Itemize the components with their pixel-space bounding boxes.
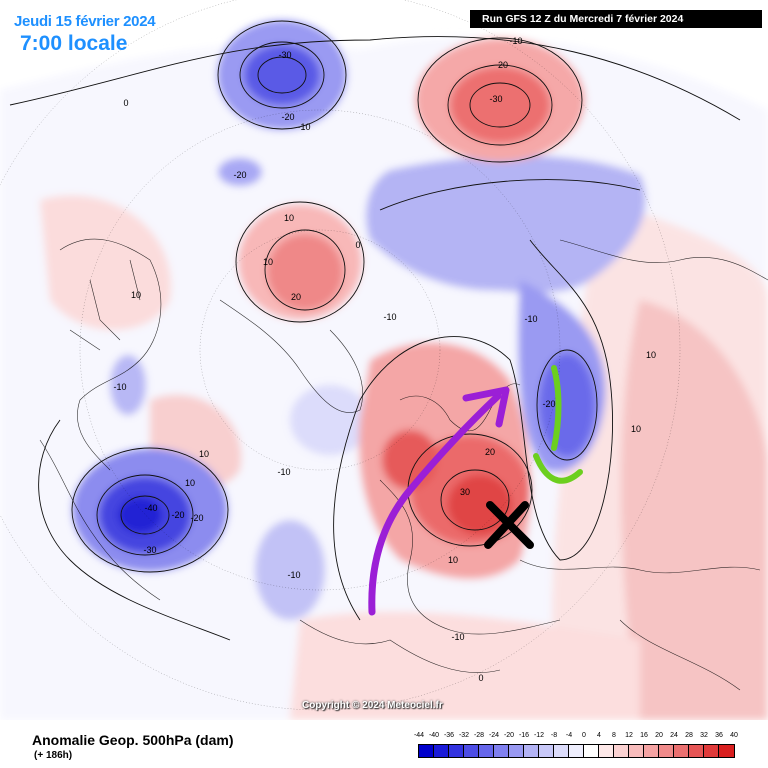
contour-label: -40	[144, 503, 157, 513]
color-scale-swatch	[644, 745, 659, 757]
contour-label: -10	[113, 382, 126, 392]
color-scale-label: 20	[655, 732, 663, 739]
trough-outline	[533, 365, 583, 484]
contour-label: 20	[485, 447, 495, 457]
hand-annotations	[368, 365, 583, 616]
contour-lines	[9, 20, 741, 641]
color-scale-label: -12	[533, 732, 545, 739]
color-scale-label: 32	[700, 732, 708, 739]
color-scale-swatch	[704, 745, 719, 757]
color-scale: -44 -40 -36 -32 -28 -24 -20 -16 -12 -8 -4 0 4 8 12 16 20…	[414, 732, 756, 764]
color-scale-swatch	[539, 745, 554, 757]
color-scale-swatch	[494, 745, 509, 757]
ridge-flow-arrow-head	[462, 386, 510, 428]
color-scale-swatches	[418, 744, 735, 758]
contour-label: -10	[524, 314, 537, 324]
color-scale-label: 40	[730, 732, 738, 739]
contour-label: 20	[291, 292, 301, 302]
color-scale-label: 16	[640, 732, 648, 739]
grid-lines	[0, 0, 681, 711]
color-scale-label: -20	[503, 732, 515, 739]
contour-label: -20	[281, 112, 294, 122]
contour-label: 0	[478, 673, 483, 683]
coastlines	[39, 238, 768, 691]
contour-label: 10	[448, 555, 458, 565]
contour-label: 10	[284, 213, 294, 223]
contour-label: 30	[460, 487, 470, 497]
model-run-info: Run GFS 12 Z du Mercredi 7 février 2024	[470, 10, 762, 28]
color-scale-swatch	[554, 745, 569, 757]
contour-label: 0	[123, 98, 128, 108]
color-scale-swatch	[434, 745, 449, 757]
contour-label: 10	[185, 478, 195, 488]
high-center-cross	[484, 501, 534, 549]
color-scale-label: 8	[612, 732, 616, 739]
color-scale-label: 24	[670, 732, 678, 739]
color-scale-swatch	[509, 745, 524, 757]
color-scale-label: -24	[488, 732, 500, 739]
color-scale-swatch	[659, 745, 674, 757]
contour-label: -10	[509, 36, 522, 46]
color-scale-swatch	[719, 745, 734, 757]
color-scale-swatch	[479, 745, 494, 757]
copyright-notice: Copyright © 2024 Meteociel.fr	[302, 700, 443, 711]
contour-label: 10	[631, 424, 641, 434]
color-scale-swatch	[584, 745, 599, 757]
color-scale-label: -8	[550, 732, 558, 739]
contour-label: -20	[233, 170, 246, 180]
color-scale-swatch	[599, 745, 614, 757]
color-scale-label: 12	[625, 732, 633, 739]
color-scale-label: 0	[582, 732, 586, 739]
color-scale-label: -40	[428, 732, 440, 739]
contour-label: -10	[451, 632, 464, 642]
color-scale-swatch	[629, 745, 644, 757]
product-title: Anomalie Geop. 500hPa (dam)	[32, 732, 234, 748]
color-scale-label: 36	[715, 732, 723, 739]
forecast-lead-time: (+ 186h)	[34, 750, 73, 761]
contour-label: 0	[355, 240, 360, 250]
color-scale-label: -28	[473, 732, 485, 739]
contour-label-layer: -30 -20 -10 -20 0 -10 20 -30 10 10 20 -1…	[113, 36, 656, 683]
contour-label: 10	[263, 257, 273, 267]
contour-label: -30	[278, 50, 291, 60]
contour-label: -10	[277, 467, 290, 477]
color-scale-label: 28	[685, 732, 693, 739]
color-scale-swatch	[614, 745, 629, 757]
color-scale-label: 4	[597, 732, 601, 739]
color-scale-label: -44	[413, 732, 425, 739]
color-scale-label: -36	[443, 732, 455, 739]
contour-label: -30	[143, 545, 156, 555]
ridge-flow-arrow	[368, 392, 502, 616]
color-scale-swatch	[689, 745, 704, 757]
contour-label: -10	[383, 312, 396, 322]
color-scale-swatch	[449, 745, 464, 757]
contour-label: -10	[297, 122, 310, 132]
contour-label: 10	[199, 449, 209, 459]
contour-label: -20	[171, 510, 184, 520]
anomaly-field	[0, 20, 768, 720]
color-scale-swatch	[419, 745, 434, 757]
contour-label: 10	[646, 350, 656, 360]
contour-label: -20	[190, 513, 203, 523]
contour-label: -10	[287, 570, 300, 580]
color-scale-label: -4	[565, 732, 573, 739]
color-scale-swatch	[464, 745, 479, 757]
contour-label: 20	[498, 60, 508, 70]
geopotential-anomaly-map: -30 -20 -10 -20 0 -10 20 -30 10 10 20 -1…	[0, 0, 768, 720]
color-scale-swatch	[674, 745, 689, 757]
valid-date: Jeudi 15 février 2024	[14, 13, 156, 30]
legend-footer: Anomalie Geop. 500hPa (dam) (+ 186h) -44…	[0, 722, 768, 768]
valid-time: 7:00 locale	[20, 32, 128, 55]
color-scale-swatch	[569, 745, 584, 757]
contour-label: -20	[542, 399, 555, 409]
color-scale-label: -16	[518, 732, 530, 739]
color-scale-swatch	[524, 745, 539, 757]
contour-label: -30	[489, 94, 502, 104]
contour-label: 10	[131, 290, 141, 300]
color-scale-label: -32	[458, 732, 470, 739]
